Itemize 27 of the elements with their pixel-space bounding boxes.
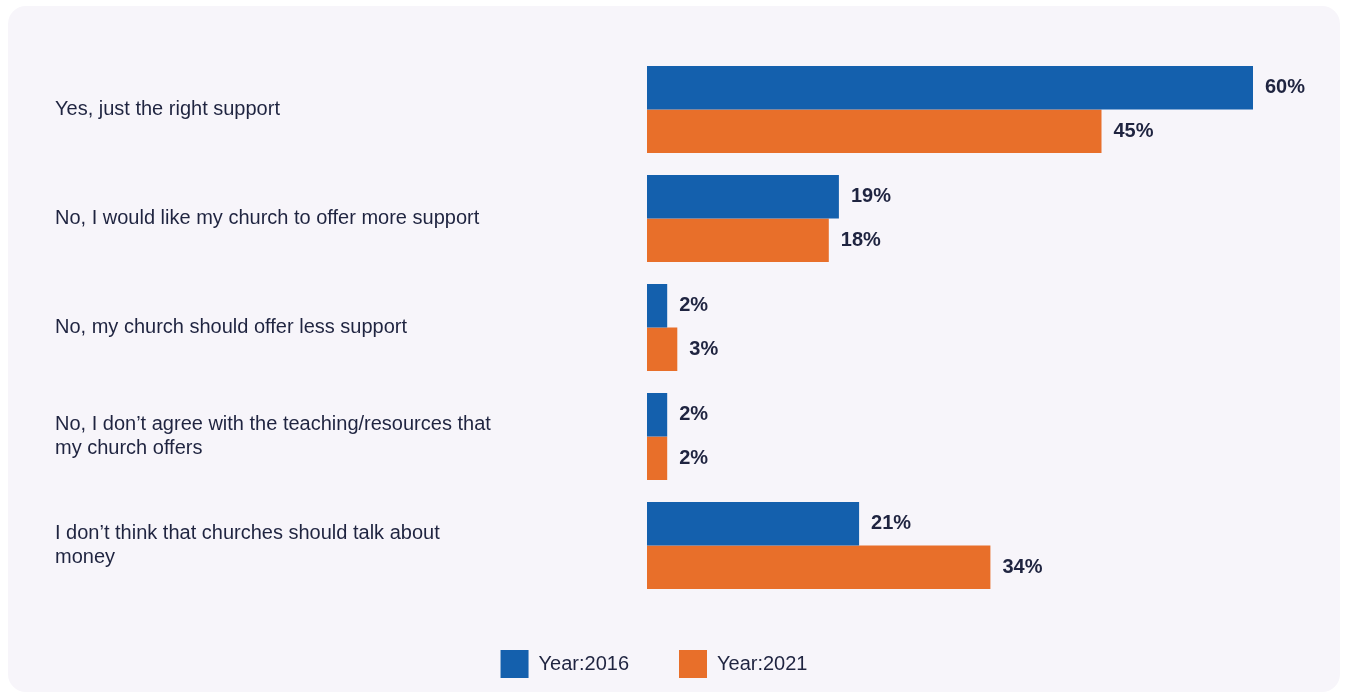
- data-label: 2%: [679, 445, 709, 468]
- data-label: 60%: [1265, 75, 1306, 98]
- legend-label: Year:2016: [538, 651, 630, 674]
- bar: [647, 65, 1253, 110]
- bar: [647, 327, 678, 372]
- y-tick-label: I don’t think that churches should talk about money: [55, 521, 441, 568]
- y-tick-label: No, I don’t agree with the teaching/resources that my church offers: [55, 412, 492, 459]
- y-tick-label: No, I would like my church to offer more support: [55, 206, 480, 229]
- bar: [647, 218, 829, 263]
- data-label: 2%: [679, 293, 709, 316]
- bar: [647, 545, 991, 590]
- data-label: 3%: [689, 336, 719, 359]
- bar: [647, 109, 1102, 154]
- data-label: 34%: [1002, 554, 1043, 577]
- y-tick-label: No, my church should offer less support: [55, 315, 408, 338]
- bar: [647, 501, 860, 546]
- bar: [647, 392, 668, 437]
- data-label: 2%: [679, 402, 709, 425]
- data-label: 45%: [1113, 118, 1154, 141]
- data-label: 18%: [840, 227, 882, 250]
- bar: [647, 283, 668, 328]
- bar: [647, 436, 668, 481]
- data-label: 19%: [850, 184, 892, 207]
- y-tick-label: Yes, just the right support: [55, 97, 281, 120]
- data-label: 21%: [871, 511, 912, 534]
- legend-label: Year:2021: [717, 651, 808, 674]
- bar: [647, 174, 839, 219]
